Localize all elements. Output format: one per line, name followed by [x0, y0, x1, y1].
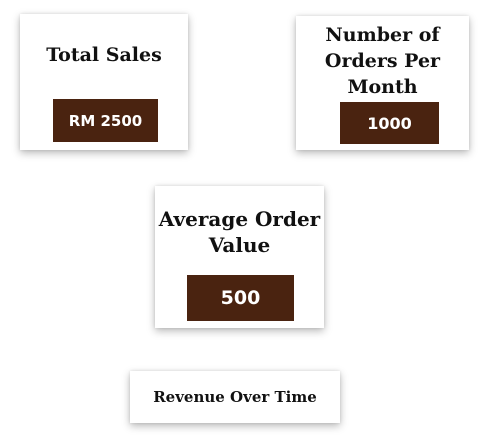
average-order-value-title: Average Order Value [158, 207, 321, 257]
average-order-value-value: 500 [187, 275, 294, 321]
total-sales-title: Total Sales [46, 44, 162, 66]
revenue-over-time-title: Revenue Over Time [153, 388, 317, 406]
orders-per-month-card: Number of Orders Per Month 1000 [296, 16, 469, 150]
average-order-value-card: Average Order Value 500 [155, 186, 324, 328]
revenue-over-time-card[interactable]: Revenue Over Time [130, 371, 340, 423]
orders-per-month-title: Number of Orders Per Month [324, 24, 441, 98]
total-sales-card: Total Sales RM 2500 [20, 14, 188, 150]
total-sales-value: RM 2500 [53, 99, 158, 142]
orders-per-month-value: 1000 [340, 102, 439, 144]
